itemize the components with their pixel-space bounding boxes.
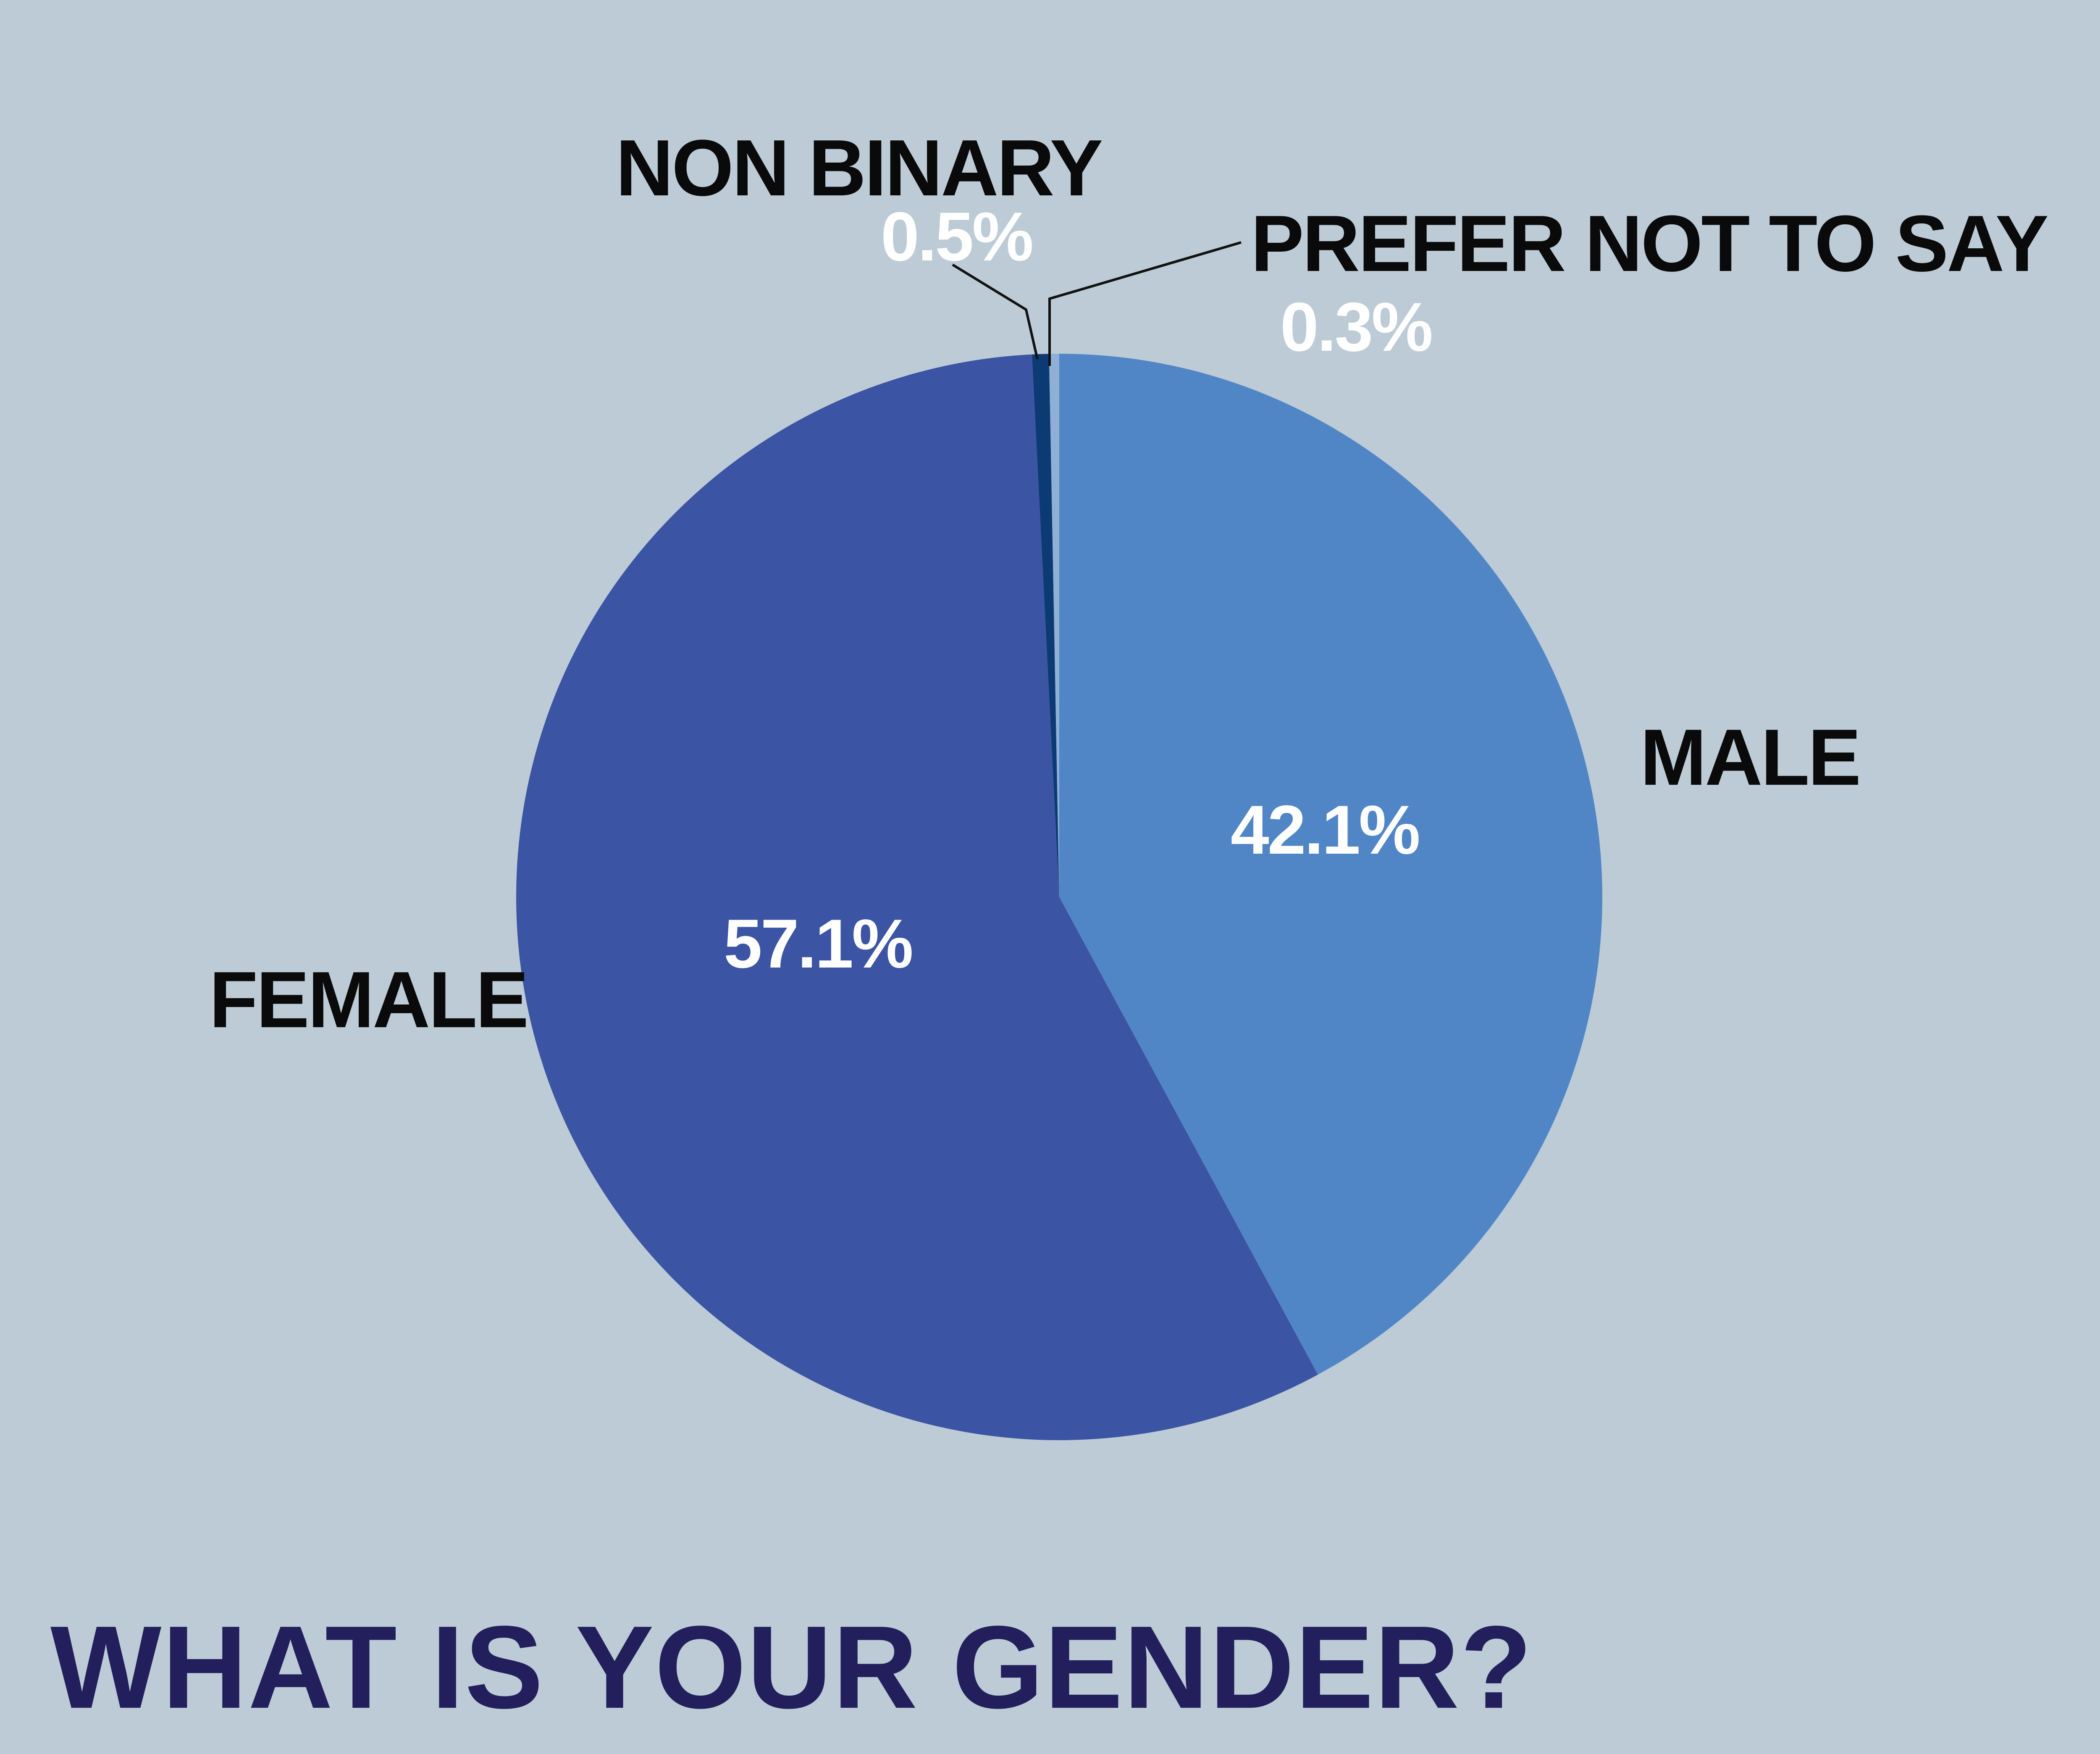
- category-label-female: FEMALE: [209, 955, 527, 1044]
- percent-label-female: 57.1%: [724, 905, 912, 982]
- category-label-non-binary: NON BINARY: [616, 124, 1102, 213]
- pie-slice-female: [516, 354, 1318, 1440]
- category-label-prefer-not-to-say: PREFER NOT TO SAY: [1251, 199, 2048, 288]
- chart-title: WHAT IS YOUR GENDER?: [50, 1602, 1533, 1733]
- pie-slice-prefer-not-to-say: [1049, 354, 1059, 897]
- leader-line-prefer-not-to-say: [1048, 241, 1242, 366]
- percent-label-non-binary: 0.5%: [881, 198, 1032, 275]
- leader-line-non-binary: [952, 263, 1039, 360]
- percent-label-male: 42.1%: [1231, 791, 1419, 868]
- category-label-male: MALE: [1640, 713, 1859, 802]
- percent-label-prefer-not-to-say: 0.3%: [1280, 288, 1431, 366]
- pie-slice-male: [1059, 354, 1603, 1375]
- pie-slices: [516, 354, 1603, 1440]
- pie-slice-non-binary: [1032, 354, 1059, 897]
